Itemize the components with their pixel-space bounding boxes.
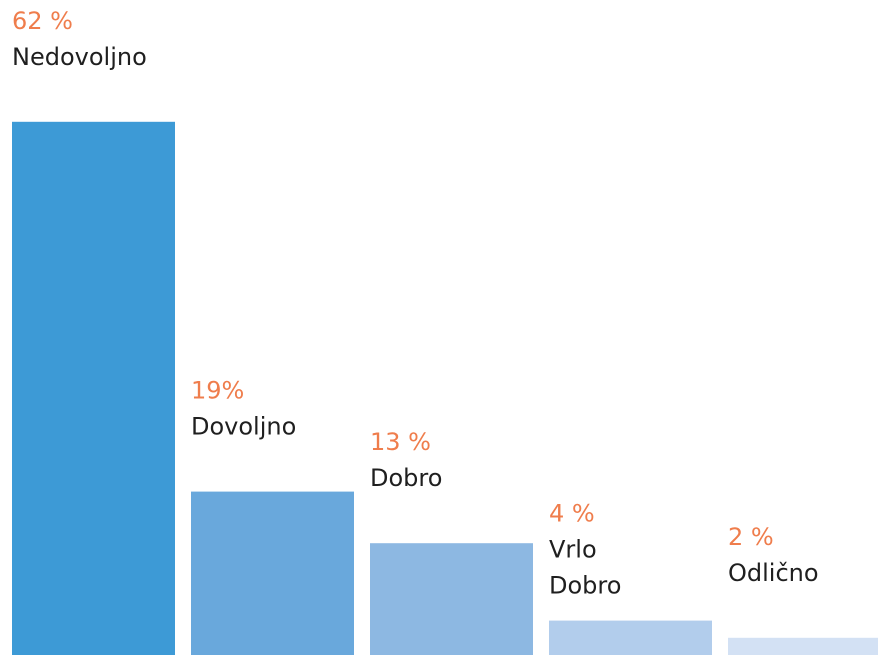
category-label: Vrlo Dobro [549, 536, 621, 600]
bar [12, 121, 175, 655]
value-label: 62 % [12, 7, 73, 35]
value-label: 19% [191, 377, 244, 405]
category-label: Odlično [728, 559, 819, 587]
value-label: 13 % [370, 428, 431, 456]
bar [370, 543, 533, 655]
category-label: Dobro [370, 464, 442, 492]
value-label: 2 % [728, 523, 774, 551]
value-label: 4 % [549, 500, 595, 528]
bar [728, 637, 878, 655]
bar [191, 491, 354, 655]
bar [549, 620, 712, 655]
category-label: Dovoljno [191, 413, 296, 441]
category-label: Nedovoljno [12, 43, 147, 71]
